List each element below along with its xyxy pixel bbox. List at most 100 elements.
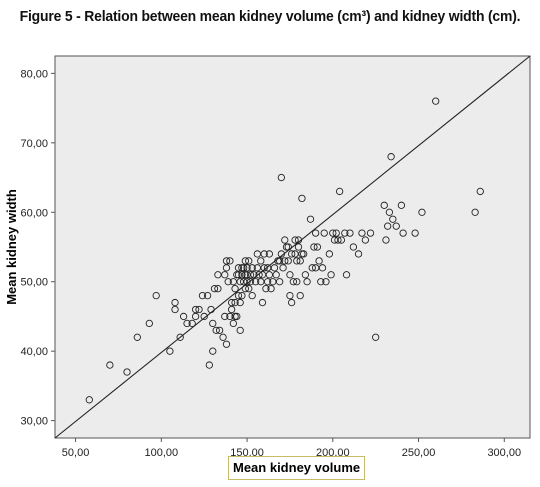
data-point	[327, 271, 335, 279]
data-point	[233, 312, 241, 321]
data-point	[260, 250, 268, 258]
data-point	[258, 298, 267, 307]
data-point	[366, 229, 375, 237]
data-point	[342, 271, 351, 279]
data-point	[222, 264, 231, 272]
data-point	[320, 229, 328, 237]
data-point	[476, 187, 484, 196]
data-point	[284, 243, 292, 251]
data-point	[250, 271, 258, 279]
data-point	[248, 264, 256, 272]
data-point	[411, 229, 419, 237]
data-point	[306, 215, 315, 223]
data-point	[334, 236, 342, 244]
data-point	[281, 236, 289, 244]
data-point	[229, 278, 237, 286]
y-tick-label: 80,00	[20, 68, 48, 80]
data-point	[205, 361, 213, 369]
data-point	[253, 250, 261, 258]
data-point	[392, 222, 400, 230]
data-point	[269, 278, 277, 286]
data-point	[299, 250, 308, 258]
data-point	[212, 326, 220, 334]
data-point	[179, 312, 188, 321]
data-point	[382, 236, 390, 244]
data-point	[209, 319, 217, 328]
data-point	[308, 264, 316, 272]
data-point	[214, 271, 222, 279]
data-point	[260, 264, 268, 272]
data-point	[287, 298, 296, 307]
data-point	[226, 312, 234, 321]
reference-line	[54, 55, 531, 439]
data-point	[234, 291, 243, 300]
data-point	[191, 305, 200, 314]
data-point	[329, 229, 337, 237]
data-point	[471, 208, 479, 216]
data-point	[231, 298, 239, 307]
data-point	[224, 278, 232, 286]
data-point	[294, 236, 303, 244]
data-point	[238, 291, 246, 300]
data-point	[277, 173, 286, 182]
data-point	[298, 194, 306, 203]
data-point	[380, 201, 388, 209]
data-point	[317, 278, 325, 286]
data-point	[270, 264, 279, 272]
y-tick-label: 70,00	[20, 138, 48, 150]
data-point	[310, 243, 318, 251]
data-point	[191, 312, 200, 321]
data-point	[222, 257, 231, 265]
y-tick-label: 60,00	[20, 207, 48, 219]
data-point	[236, 278, 244, 286]
data-point	[354, 250, 363, 258]
data-point	[123, 368, 131, 376]
data-point	[203, 291, 212, 300]
x-axis: 50,00 100,00 150,00 200,00 250,00 300,00	[62, 438, 521, 459]
y-tick-label: 30,00	[20, 416, 48, 428]
data-point	[215, 326, 224, 334]
data-point	[397, 201, 406, 209]
data-point	[263, 264, 272, 272]
data-point	[291, 250, 299, 258]
data-point	[243, 278, 251, 286]
data-point	[251, 278, 260, 286]
data-point	[222, 340, 231, 348]
data-point	[284, 257, 292, 265]
data-point	[200, 312, 208, 321]
data-point	[243, 264, 251, 272]
data-point	[267, 285, 275, 293]
data-point	[198, 291, 207, 300]
data-point	[255, 271, 263, 279]
data-point	[239, 278, 248, 286]
data-point	[207, 305, 215, 314]
data-point	[330, 236, 339, 244]
data-point	[275, 257, 284, 265]
data-point	[195, 305, 203, 314]
data-point	[221, 312, 229, 321]
figure-title: Figure 5 - Relation between mean kidney …	[19, 8, 521, 25]
data-point	[234, 264, 243, 272]
data-point	[399, 229, 407, 237]
data-point	[301, 271, 310, 279]
data-point	[303, 278, 311, 286]
y-axis-title: Mean kidney width	[4, 189, 19, 305]
data-point	[245, 285, 253, 293]
data-point	[166, 347, 174, 355]
data-point	[385, 208, 394, 216]
data-point	[133, 333, 141, 341]
data-point	[387, 153, 395, 161]
data-point	[245, 257, 253, 265]
data-point	[294, 243, 303, 251]
data-point	[145, 319, 153, 328]
data-point	[106, 361, 114, 369]
data-point	[238, 271, 246, 279]
data-point	[286, 291, 294, 300]
data-point	[257, 257, 265, 265]
data-point	[311, 264, 320, 272]
data-point	[286, 271, 294, 279]
data-point	[325, 250, 334, 258]
data-point	[293, 257, 301, 265]
data-point	[361, 236, 370, 244]
data-point	[349, 243, 358, 251]
